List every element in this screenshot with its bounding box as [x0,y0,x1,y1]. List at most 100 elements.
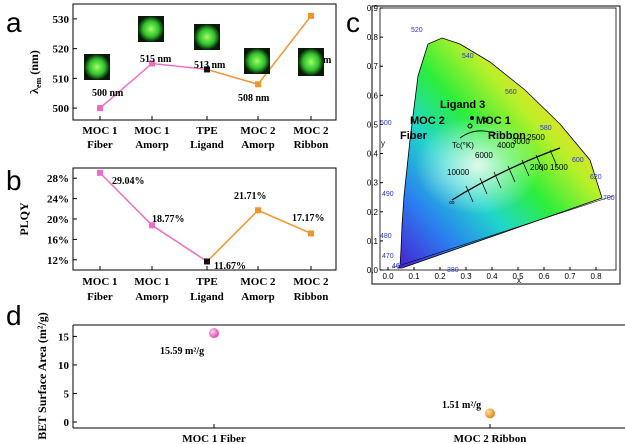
b-category-line2: Ligand [190,291,224,303]
b-ytick-label: 24% [47,194,69,206]
photo-moc1-amorp [138,16,164,42]
a-ytick-label: 510 [53,73,70,85]
b-ytick-label: 12% [47,255,69,267]
b-data-label: 17.17% [292,213,325,224]
panel-d-ylabel: BET Surface Area (m²/g) [35,312,49,439]
cie-ytick-label: 0.4 [367,150,379,159]
cie-temp-labels: 10000 6000 4000 3000 2500 2000 1500 ∞ [447,133,568,207]
cie-x-axis-label: x [517,276,521,285]
cie-wavelength-label: 500 [380,120,392,127]
b-category-line1: MOC 1 [134,276,169,288]
d-point-moc2-ribbon [485,408,495,419]
a-category-line2: Amorp [135,139,169,151]
b-category-line1: TPE [196,276,217,288]
a-data-label: 500 nm [92,88,124,99]
a-data-label: 508 nm [238,93,270,104]
cie-xtick-label: 0.5 [512,272,524,281]
cie-wavelength-label: 470 [382,253,394,260]
d-data-label: 15.59 m²/g [160,346,204,357]
panel-b-plqy-chart: PLQY 12% 16% 20% 24% 28% MOC 1 Fiber MOC 1 Amor… [17,167,337,303]
b-category-line2: Amorp [241,291,275,303]
b-ytick-label: 16% [47,234,69,246]
cie-wavelength-label: 700 [603,195,615,202]
cie-xtick-label: 0.0 [382,272,394,281]
cie-wavelength-label: 520 [411,27,423,34]
b-category-line1: MOC 1 [82,276,117,288]
a-category-line1: TPE [196,125,217,137]
a-category-line1: MOC 1 [134,125,169,137]
temp-2500: 2500 [527,133,545,142]
b-ytick-label: 20% [47,214,69,226]
a-category-line1: MOC 1 [82,125,117,137]
cie-plot-area [379,7,617,271]
a-category-line2: Ligand [190,139,224,151]
panel-d-bet-chart: BET Surface Area (m²/g) 0 5 10 15 MOC 1 Fib… [35,312,625,444]
cie-ytick-label: 0.6 [367,91,379,100]
cie-xtick-label: 0.7 [564,272,576,281]
a-data-label: 513 nm [194,60,226,71]
cie-ytick-label: 0.9 [367,4,379,13]
panel-b-ylabel: PLQY [17,202,31,236]
cie-xtick-label: 0.2 [434,272,446,281]
cie-wavelength-label: 600 [572,157,584,164]
cie-xtick-label: 0.8 [590,272,602,281]
a-data-point [149,60,155,67]
cie-ytick-label: 0.0 [367,266,379,275]
cie-link-curve [459,130,497,139]
cie-point-moc1 [483,117,489,123]
photo-moc2-amorp [244,48,270,74]
panel-letter-a: a [6,7,22,38]
panel-a-ylabel: λem (nm) [27,50,43,94]
a-category-line2: Ribbon [294,139,329,151]
d-ytick-label: 0 [64,417,70,429]
d-ytick-label: 5 [64,388,70,400]
d-ytick-label: 15 [58,331,70,343]
a-category-line1: MOC 2 [240,125,276,137]
cie-label-moc1: MOC 1 [476,115,511,127]
photo-moc1-fiber [84,54,110,80]
planckian-locus [451,147,561,201]
b-category-line2: Amorp [135,291,169,303]
temp-1500: 1500 [550,163,568,172]
temp-2000: 2000 [530,163,548,172]
b-data-label: 29.04% [112,176,145,187]
cie-label-moc2: MOC 2 [410,115,445,127]
cie-xtick-label: 0.3 [460,272,472,281]
cie-point-moc2 [467,123,473,129]
panel-a-emission-chart: λem (nm) 500 510 520 530 MOC 1 Fiber MOC 1 Amo… [27,3,337,151]
cie-wavelength-label: 560 [505,89,517,96]
panel-a-frame [72,3,337,121]
cie-wavelength-label: 460 [392,263,404,270]
cie-y-axis-label: y [381,139,385,148]
a-data-label: 515 nm [140,54,172,65]
cie-ytick-label: 0.1 [367,237,379,246]
cie-ytick-label: 0.2 [367,208,379,217]
b-data-point [97,169,103,176]
cie-purple-line [391,195,614,269]
cie-ytick-label: 0.5 [367,120,379,129]
b-data-point [204,258,210,265]
cie-wavelength-label: 580 [540,125,552,132]
a-data-point [255,81,261,88]
d-category-label: MOC 2 Ribbon [454,433,527,444]
panel-letter-d: d [6,300,22,331]
cie-label-ligand3: Ligand 3 [440,99,485,111]
b-data-point [255,207,261,214]
b-data-point [149,222,155,229]
panel-letter-c: c [346,7,360,38]
cie-ytick-label: 0.8 [367,33,379,42]
temp-6000: 6000 [475,151,493,160]
b-category-line2: Fiber [87,291,113,303]
a-data-point [97,105,103,112]
b-category-line2: Ribbon [294,291,329,303]
temp-10000: 10000 [447,168,470,177]
cie-wavelength-label: 480 [380,233,392,240]
cie-white-region [408,105,548,215]
cie-xtick-label: 0.4 [486,272,498,281]
a-series-moc1-line [99,62,208,109]
a-data-point [204,66,210,73]
panel-letter-b: b [6,165,22,196]
d-ytick-label: 10 [58,360,70,372]
cie-label-ribbon: Ribbon [488,130,526,142]
